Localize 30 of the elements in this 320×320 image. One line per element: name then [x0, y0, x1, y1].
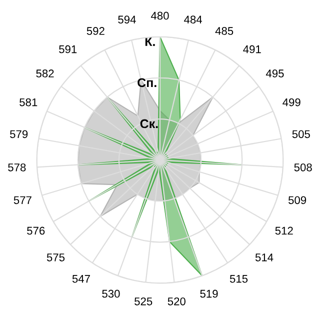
spoke-label: 592 [86, 27, 104, 35]
spoke-label: 484 [184, 16, 202, 24]
spoke-label: 530 [102, 290, 120, 298]
spoke-label: 515 [230, 274, 248, 283]
y-tick-label: Сп. [138, 78, 156, 88]
spoke-label: 519 [200, 290, 218, 298]
spoke-label: 525 [134, 297, 152, 306]
spoke-label: 485 [215, 27, 234, 35]
spoke-label: 547 [72, 274, 90, 283]
spoke-label: 591 [59, 45, 77, 54]
spoke-label: 581 [20, 98, 38, 106]
spoke-label: 512 [275, 226, 293, 235]
spoke-label: 491 [243, 45, 261, 54]
spoke-label: 582 [36, 70, 54, 78]
spoke-label: 594 [118, 16, 136, 24]
spoke-label: 575 [46, 254, 65, 262]
spoke-label: 508 [294, 163, 312, 172]
spoke-label: 499 [282, 98, 300, 106]
spoke-label: 520 [168, 297, 186, 306]
spoke-label: 578 [8, 163, 26, 172]
spoke-label: 576 [27, 226, 45, 235]
spoke-label: 577 [14, 196, 32, 204]
y-tick-label: К. [145, 37, 155, 46]
spoke-label: 495 [266, 70, 284, 78]
spoke-label: 579 [10, 130, 28, 138]
spoke-label: 514 [255, 254, 274, 262]
spoke-label: 505 [292, 130, 310, 138]
spoke-label: 480 [150, 12, 169, 20]
spoke-label: 509 [288, 196, 306, 204]
y-tick-label: Ск. [140, 119, 158, 128]
